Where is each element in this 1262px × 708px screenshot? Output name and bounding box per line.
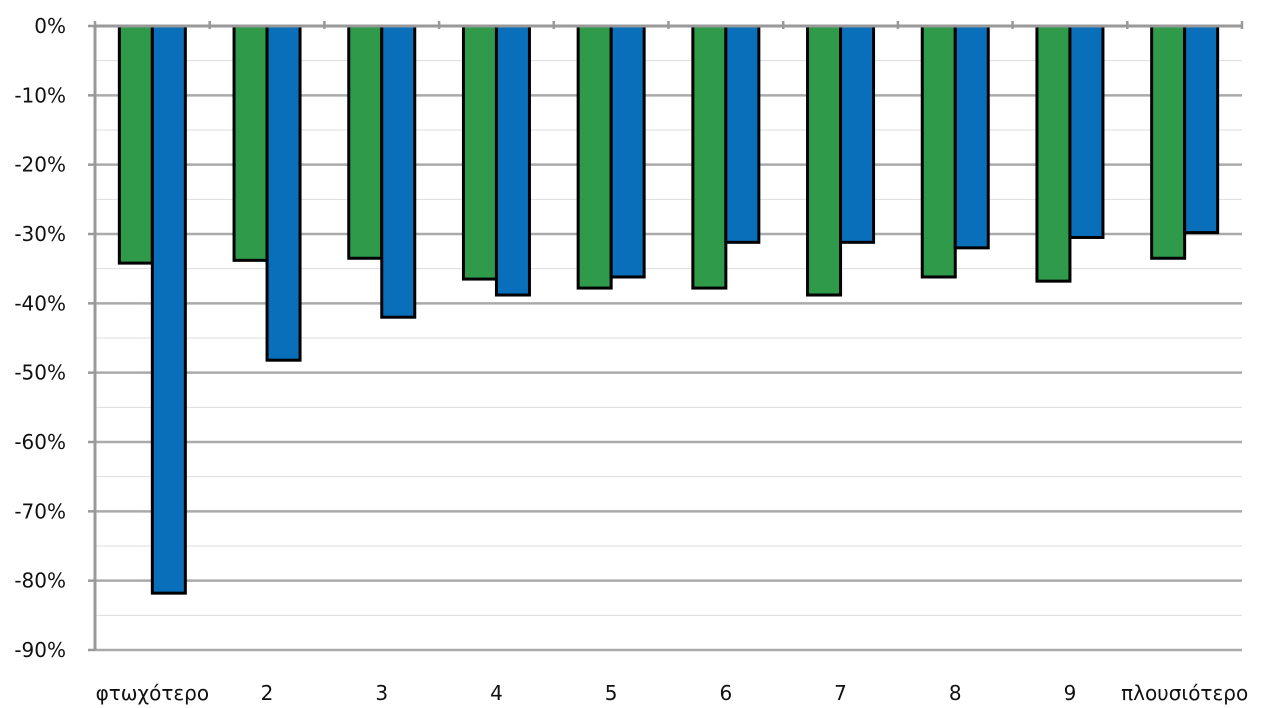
bar-series2-9 xyxy=(1183,24,1220,235)
y-tick-label: -60% xyxy=(14,430,66,454)
bar-series2-2 xyxy=(380,24,417,319)
bar-series2-4 xyxy=(609,24,646,279)
x-tick-label: 9 xyxy=(1064,681,1077,705)
x-tick-label: 5 xyxy=(605,681,618,705)
bar-series1-4 xyxy=(576,24,613,290)
bar-series1-1 xyxy=(232,24,269,262)
y-tick-label: -50% xyxy=(14,361,66,385)
y-tick-label: -40% xyxy=(14,291,66,315)
x-tick-label: 7 xyxy=(834,681,847,705)
bar-series2-5 xyxy=(724,24,761,244)
x-tick-label: 8 xyxy=(949,681,962,705)
bar-series2-3 xyxy=(494,24,531,297)
x-tick-label: 6 xyxy=(719,681,732,705)
bar-series1-6 xyxy=(806,24,843,297)
bar-series2-7 xyxy=(953,24,990,250)
bar-series1-7 xyxy=(920,24,957,279)
axes xyxy=(88,21,1244,652)
bar-series2-1 xyxy=(265,24,302,362)
bar-series1-9 xyxy=(1150,24,1187,260)
bar-series1-0 xyxy=(117,24,154,265)
y-tick-label: -90% xyxy=(14,638,66,662)
y-tick-label: -70% xyxy=(14,499,66,523)
y-tick-label: -10% xyxy=(14,83,66,107)
x-tick-label: 3 xyxy=(375,681,388,705)
x-tick-label: πλουσιότερο xyxy=(1121,681,1248,705)
bars xyxy=(117,24,1220,595)
y-tick-label: 0% xyxy=(34,14,66,38)
x-tick-labels: φτωχότερο 2 3 4 5 6 7 8 9 πλουσιότερο xyxy=(96,681,1249,705)
bar-series2-8 xyxy=(1068,24,1105,239)
bar-series1-3 xyxy=(461,24,498,281)
bar-series2-6 xyxy=(839,24,876,244)
x-tick-label: φτωχότερο xyxy=(96,681,210,705)
bar-series1-2 xyxy=(347,24,384,260)
y-tick-label: -80% xyxy=(14,569,66,593)
x-tick-label: 4 xyxy=(490,681,503,705)
bar-series1-8 xyxy=(1035,24,1072,283)
y-tick-label: -20% xyxy=(14,153,66,177)
y-tick-label: -30% xyxy=(14,222,66,246)
bar-series2-0 xyxy=(150,24,187,595)
bar-series1-5 xyxy=(691,24,728,290)
y-tick-labels: 0% -10% -20% -30% -40% -50% -60% -70% -80% -90% xyxy=(14,14,66,662)
x-tick-label: 2 xyxy=(261,681,274,705)
